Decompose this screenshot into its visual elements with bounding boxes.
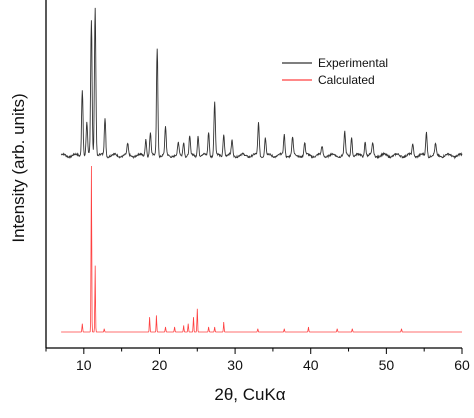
x-tick-label: 20 [152, 357, 168, 373]
legend-label-experimental: Experimental [318, 56, 388, 70]
series-layer [60, 7, 463, 333]
x-axis-ticks: 10 20 30 40 50 60 [45, 348, 470, 373]
x-tick-label: 40 [303, 357, 319, 373]
legend: Experimental Calculated [282, 56, 388, 87]
x-tick-label: 30 [227, 357, 243, 373]
x-tick-label: 10 [76, 357, 92, 373]
x-tick-label: 50 [379, 357, 395, 373]
y-axis-title: Intensity (arb. units) [9, 93, 28, 242]
x-axis-title: 2θ, CuKα [214, 385, 285, 404]
legend-label-calculated: Calculated [318, 73, 375, 87]
x-tick-label: 60 [454, 357, 470, 373]
series-line-experimental [60, 7, 463, 160]
series-line-calculated [61, 165, 462, 333]
plot-frame [45, 0, 462, 349]
